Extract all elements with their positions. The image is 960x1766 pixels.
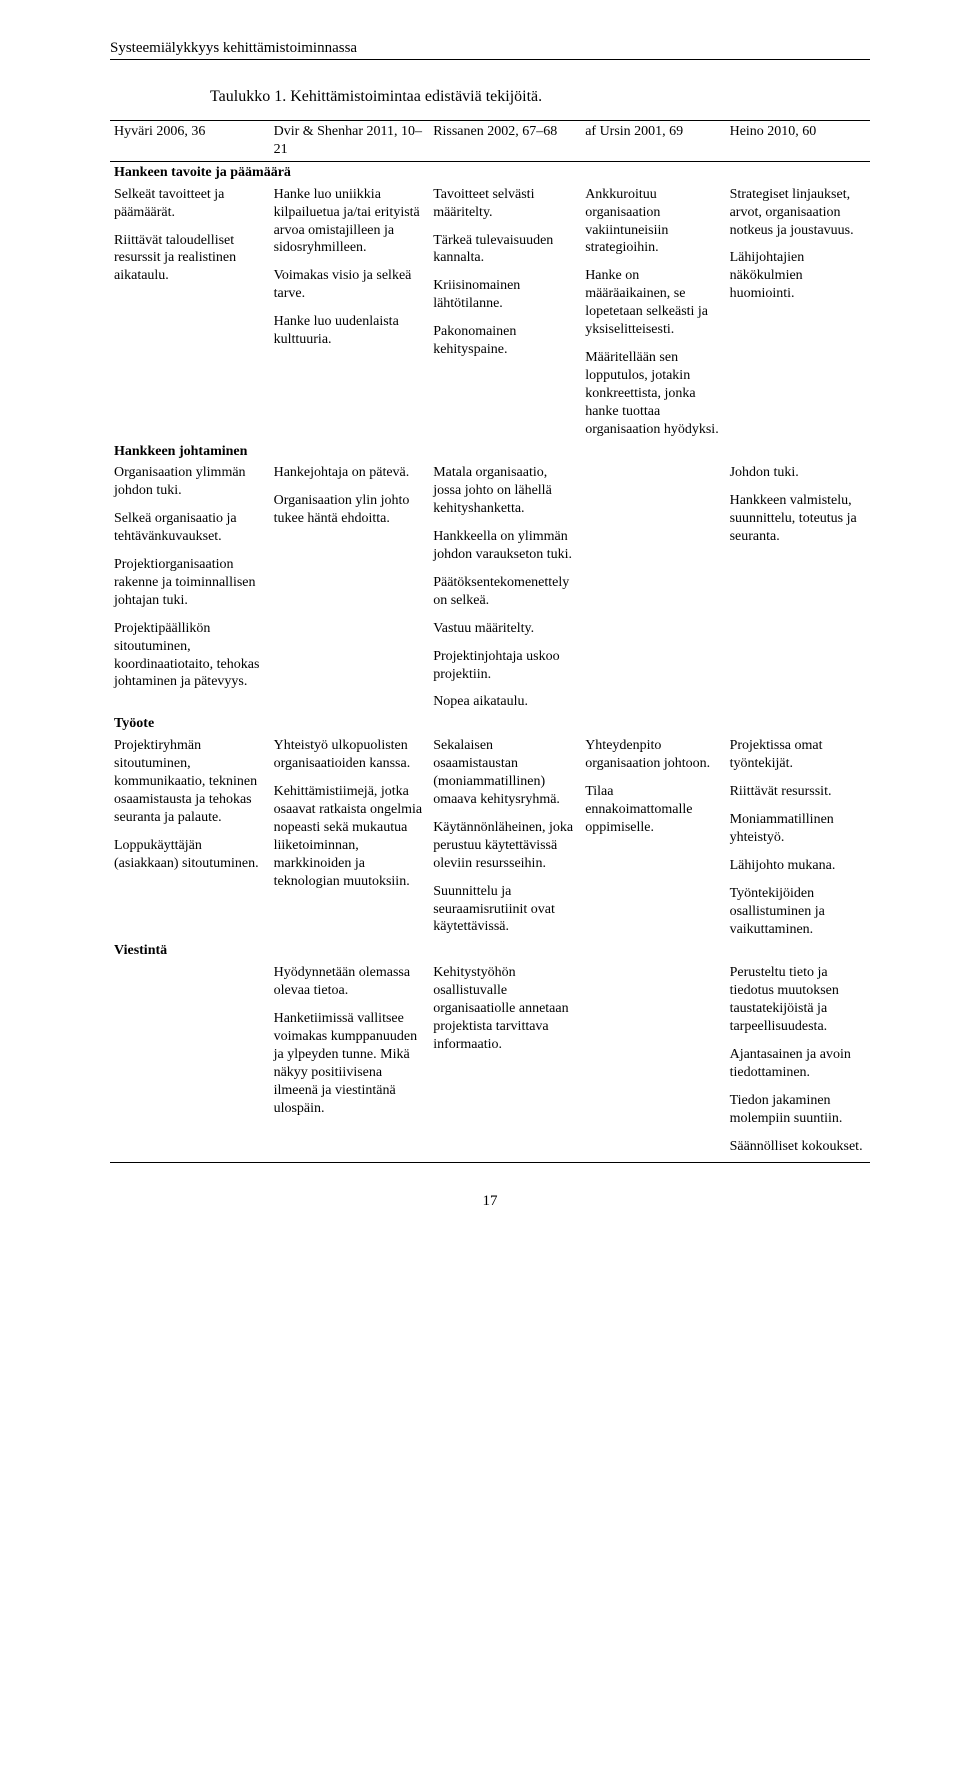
table-header-row: Hyväri 2006, 36 Dvir & Shenhar 2011, 10–… [110, 121, 870, 162]
cell-text: Yhteydenpito organisaation johtoon. [585, 737, 721, 773]
cell: Kehitystyöhön osallistuvalle organisaati… [429, 962, 581, 1162]
cell-text: Lähijohtajien näkökulmien huomiointi. [730, 249, 866, 303]
cell-text: Tilaa ennakoimattomalle oppimiselle. [585, 783, 721, 837]
table-row: Selkeät tavoitteet ja päämäärät. Riittäv… [110, 184, 870, 441]
cell-text: Projektiorganisaation rakenne ja toiminn… [114, 556, 266, 610]
cell-text: Kriisinomainen lähtötilanne. [433, 277, 577, 313]
cell-text: Hanke luo uniikkia kilpailuetua ja/tai e… [274, 186, 426, 258]
cell-text: Projektipäällikön sitoutuminen, koordina… [114, 620, 266, 692]
cell-text: Säännölliset kokoukset. [730, 1138, 866, 1156]
cell: Organisaation ylimmän johdon tuki. Selke… [110, 462, 270, 713]
running-head: Systeemiälykkyys kehittämistoiminnassa [110, 40, 870, 60]
table-row: Organisaation ylimmän johdon tuki. Selke… [110, 462, 870, 713]
table-caption: Taulukko 1. Kehittämistoimintaa edistävi… [210, 88, 870, 106]
cell-text: Voimakas visio ja selkeä tarve. [274, 267, 426, 303]
cell-text: Strategiset linjaukset, arvot, organisaa… [730, 186, 866, 240]
cell-text: Loppukäyttäjän (asiakkaan) sitoutuminen. [114, 837, 266, 873]
section-row: Hankkeen johtaminen [110, 441, 870, 463]
cell-text: Tärkeä tulevaisuuden kannalta. [433, 232, 577, 268]
section-row: Viestintä [110, 940, 870, 962]
cell-text: Hankkeella on ylimmän johdon varaukseton… [433, 528, 577, 564]
col-header: Hyväri 2006, 36 [110, 121, 270, 162]
cell: Tavoitteet selvästi määritelty. Tärkeä t… [429, 184, 581, 441]
cell-text: Hyödynnetään olemassa olevaa tietoa. [274, 964, 426, 1000]
cell-text: Käytännönläheinen, joka perustuu käytett… [433, 819, 577, 873]
cell-text: Kehittämistiimejä, jotka osaavat ratkais… [274, 783, 426, 890]
cell: Hyödynnetään olemassa olevaa tietoa. Han… [270, 962, 430, 1162]
cell-text: Kehitystyöhön osallistuvalle organisaati… [433, 964, 577, 1054]
section-label: Viestintä [110, 940, 870, 962]
cell: Projektissa omat työntekijät. Riittävät … [726, 735, 870, 940]
cell: Ankkuroituu organisaation vakiintuneisii… [581, 184, 725, 441]
cell: Perusteltu tieto ja tiedotus muutoksen t… [726, 962, 870, 1162]
cell-text: Selkeä organisaatio ja tehtävänkuvaukset… [114, 510, 266, 546]
cell: Selkeät tavoitteet ja päämäärät. Riittäv… [110, 184, 270, 441]
cell: Hankejohtaja on pätevä. Organisaation yl… [270, 462, 430, 713]
cell-text: Vastuu määritelty. [433, 620, 577, 638]
cell-text: Pakonomainen kehityspaine. [433, 323, 577, 359]
cell [581, 462, 725, 713]
section-row: Hankeen tavoite ja päämäärä [110, 161, 870, 183]
cell-text: Organisaation ylimmän johdon tuki. [114, 464, 266, 500]
page-number: 17 [110, 1193, 870, 1210]
cell-text: Perusteltu tieto ja tiedotus muutoksen t… [730, 964, 866, 1036]
section-row: Työote [110, 713, 870, 735]
cell-text: Tavoitteet selvästi määritelty. [433, 186, 577, 222]
cell: Projektiryhmän sitoutuminen, kommunikaat… [110, 735, 270, 940]
cell-text: Suunnittelu ja seuraamisrutiinit ovat kä… [433, 883, 577, 937]
col-header: af Ursin 2001, 69 [581, 121, 725, 162]
cell-text: Projektinjohtaja uskoo projektiin. [433, 648, 577, 684]
cell-text: Yhteistyö ulkopuolisten organisaatioiden… [274, 737, 426, 773]
cell-text: Tiedon jakaminen molempiin suuntiin. [730, 1092, 866, 1128]
cell-text: Nopea aikataulu. [433, 693, 577, 711]
cell-text: Määritellään sen lopputulos, jotakin kon… [585, 349, 721, 439]
cell-text: Riittävät taloudelliset resurssit ja rea… [114, 232, 266, 286]
cell: Matala organisaatio, jossa johto on lähe… [429, 462, 581, 713]
cell: Sekalaisen osaamistaustan (moniammatilli… [429, 735, 581, 940]
cell-text: Matala organisaatio, jossa johto on lähe… [433, 464, 577, 518]
cell-text: Sekalaisen osaamistaustan (moniammatilli… [433, 737, 577, 809]
cell-text: Selkeät tavoitteet ja päämäärät. [114, 186, 266, 222]
cell-text: Lähijohto mukana. [730, 857, 866, 875]
table: Hyväri 2006, 36 Dvir & Shenhar 2011, 10–… [110, 120, 870, 1163]
col-header: Dvir & Shenhar 2011, 10–21 [270, 121, 430, 162]
cell-text: Ajantasainen ja avoin tiedottaminen. [730, 1046, 866, 1082]
table-row: Projektiryhmän sitoutuminen, kommunikaat… [110, 735, 870, 940]
cell-text: Päätöksentekomenettely on selkeä. [433, 574, 577, 610]
cell: Yhteydenpito organisaation johtoon. Tila… [581, 735, 725, 940]
cell [110, 962, 270, 1162]
section-label: Työote [110, 713, 870, 735]
col-header: Rissanen 2002, 67–68 [429, 121, 581, 162]
cell-text: Johdon tuki. [730, 464, 866, 482]
cell: Yhteistyö ulkopuolisten organisaatioiden… [270, 735, 430, 940]
cell-text: Hankejohtaja on pätevä. [274, 464, 426, 482]
cell-text: Työntekijöiden osallistuminen ja vaikutt… [730, 885, 866, 939]
cell-text: Hankkeen valmistelu, suunnittelu, toteut… [730, 492, 866, 546]
section-label: Hankeen tavoite ja päämäärä [110, 161, 870, 183]
cell [581, 962, 725, 1162]
cell-text: Riittävät resurssit. [730, 783, 866, 801]
cell-text: Moniammatillinen yhteistyö. [730, 811, 866, 847]
section-label: Hankkeen johtaminen [110, 441, 870, 463]
cell-text: Organisaation ylin johto tukee häntä ehd… [274, 492, 426, 528]
cell-text: Hanke on määräaikainen, se lopetetaan se… [585, 267, 721, 339]
cell: Hanke luo uniikkia kilpailuetua ja/tai e… [270, 184, 430, 441]
col-header: Heino 2010, 60 [726, 121, 870, 162]
cell: Johdon tuki. Hankkeen valmistelu, suunni… [726, 462, 870, 713]
cell-text: Projektissa omat työntekijät. [730, 737, 866, 773]
cell-text: Hanketiimissä vallitsee voimakas kumppan… [274, 1010, 426, 1117]
cell-text: Projektiryhmän sitoutuminen, kommunikaat… [114, 737, 266, 827]
cell-text: Hanke luo uudenlaista kulttuuria. [274, 313, 426, 349]
cell-text: Ankkuroituu organisaation vakiintuneisii… [585, 186, 721, 258]
table-row: Hyödynnetään olemassa olevaa tietoa. Han… [110, 962, 870, 1162]
cell: Strategiset linjaukset, arvot, organisaa… [726, 184, 870, 441]
